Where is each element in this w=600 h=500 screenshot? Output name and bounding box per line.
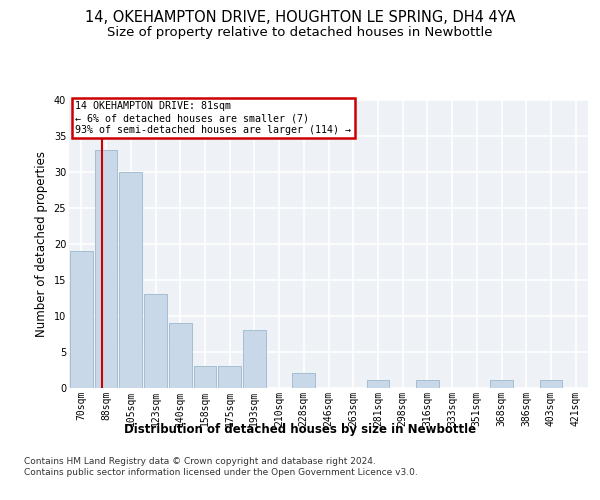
Bar — [292, 373, 315, 388]
Bar — [70, 251, 93, 388]
Bar — [95, 150, 118, 388]
Text: 14, OKEHAMPTON DRIVE, HOUGHTON LE SPRING, DH4 4YA: 14, OKEHAMPTON DRIVE, HOUGHTON LE SPRING… — [85, 10, 515, 25]
Bar — [416, 380, 439, 388]
Bar — [194, 366, 216, 388]
Text: Contains HM Land Registry data © Crown copyright and database right 2024.
Contai: Contains HM Land Registry data © Crown c… — [24, 458, 418, 477]
Bar — [243, 330, 266, 388]
Y-axis label: Number of detached properties: Number of detached properties — [35, 151, 48, 337]
Bar — [490, 380, 513, 388]
Bar — [119, 172, 142, 388]
Bar — [169, 323, 191, 388]
Text: 14 OKEHAMPTON DRIVE: 81sqm
← 6% of detached houses are smaller (7)
93% of semi-d: 14 OKEHAMPTON DRIVE: 81sqm ← 6% of detac… — [75, 102, 351, 134]
Text: Distribution of detached houses by size in Newbottle: Distribution of detached houses by size … — [124, 422, 476, 436]
Bar — [144, 294, 167, 388]
Bar — [539, 380, 562, 388]
Bar — [218, 366, 241, 388]
Bar — [367, 380, 389, 388]
Text: Size of property relative to detached houses in Newbottle: Size of property relative to detached ho… — [107, 26, 493, 39]
